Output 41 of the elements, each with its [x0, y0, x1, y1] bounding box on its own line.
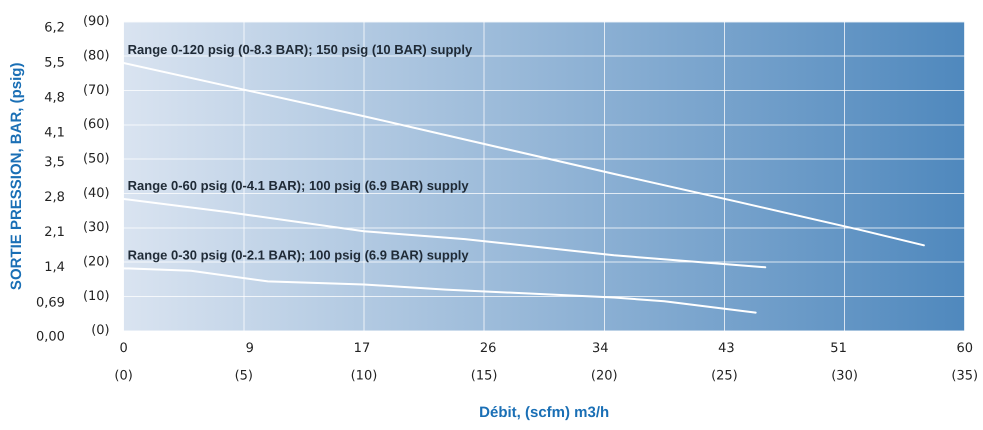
y-tick-label: (0) [91, 323, 110, 338]
x2-tick-label: 26 [480, 340, 496, 356]
y2-tick-label: 4,8 [44, 90, 65, 106]
y2-tick-label: 1,4 [44, 260, 65, 275]
y-tick-label: (20) [82, 254, 110, 270]
y2-tick-label: 6,2 [44, 20, 65, 36]
series-label: Range 0-120 psig (0-8.3 BAR); 150 psig (10 BAR) supply [128, 42, 473, 58]
y2-tick-label: 2,8 [44, 190, 65, 206]
y-tick-label: (30) [82, 220, 110, 236]
x2-tick-label: 60 [956, 340, 973, 356]
x2-tick-label: 0 [119, 340, 128, 356]
y2-tick-label: 5,5 [44, 56, 65, 71]
y-tick-label: (80) [82, 48, 110, 64]
y-tick-label: (70) [82, 82, 110, 98]
y-tick-label: (60) [82, 117, 110, 132]
x2-tick-label: 43 [718, 340, 735, 356]
x-axis-title: Débit, (scfm) m3/h [479, 404, 610, 422]
y2-tick-label: 0,00 [36, 330, 65, 345]
y2-axis-title: SORTIE PRESSION, BAR, (psig) [8, 62, 26, 290]
x-tick-label: (10) [350, 368, 378, 384]
y2-tick-label: 2,1 [44, 225, 65, 240]
y2-tick-label: 4,1 [44, 125, 65, 140]
y-tick-label: (10) [82, 288, 110, 304]
x2-tick-label: 17 [354, 340, 370, 356]
x2-tick-label: 51 [830, 340, 847, 356]
y-tick-label: (90) [82, 14, 110, 30]
x-tick-label: (25) [711, 368, 738, 384]
y-tick-label: (40) [82, 186, 110, 201]
y2-tick-label: 0,69 [36, 295, 65, 310]
series-label: Range 0-30 psig (0-2.1 BAR); 100 psig (6.9 BAR) supply [128, 247, 470, 262]
series-label: Range 0-60 psig (0-4.1 BAR); 100 psig (6.9 BAR) supply [128, 178, 470, 194]
x2-tick-label: 9 [246, 340, 254, 356]
x-tick-label: (5) [234, 368, 253, 384]
x2-tick-label: 34 [592, 340, 609, 356]
x-tick-label: (0) [114, 368, 133, 384]
x-tick-label: (35) [951, 368, 978, 384]
x-tick-label: (20) [590, 368, 618, 384]
y2-tick-label: 3,5 [44, 155, 65, 170]
y-tick-label: (50) [82, 152, 110, 167]
x-tick-label: (15) [470, 368, 498, 384]
x-tick-label: (30) [831, 368, 858, 384]
